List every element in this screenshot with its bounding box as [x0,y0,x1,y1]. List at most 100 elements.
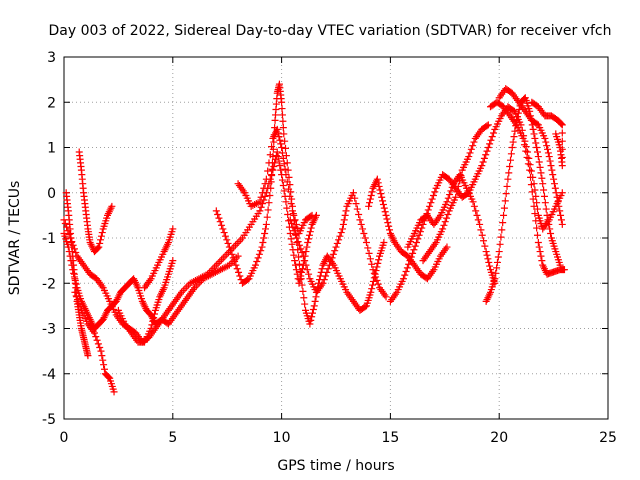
data-point [414,235,422,243]
data-point [288,207,296,215]
data-point [307,224,315,232]
data-point [467,145,475,153]
data-point [533,148,541,156]
data-point [522,147,530,155]
data-point [231,241,239,249]
data-point [495,248,503,256]
data-point [494,253,502,261]
data-point [360,229,368,237]
data-point [439,225,447,233]
data-point [335,236,343,244]
data-point [288,240,296,248]
data-point [295,241,303,249]
data-point [546,225,554,233]
data-point [558,129,566,137]
data-point [519,134,527,142]
data-point [415,231,423,239]
data-point [376,186,384,194]
data-point [493,264,501,272]
data-point [302,248,310,256]
data-point [380,239,388,247]
data-point [298,248,306,256]
data-point [476,220,484,228]
series-track-2 [60,229,242,332]
data-point [453,188,461,196]
data-point [276,162,284,170]
data-point [302,261,310,269]
data-point [284,166,292,174]
data-point [409,249,417,257]
data-point [513,113,521,121]
data-point [549,171,557,179]
data-point [368,260,376,268]
data-point [264,167,272,175]
data-point [278,98,286,106]
data-point [554,198,562,206]
data-point [373,175,381,183]
data-point [305,231,313,239]
data-point [504,175,512,183]
data-point [278,105,286,113]
data-point [375,256,383,264]
data-point [303,266,311,274]
data-point [403,264,411,272]
data-point [368,285,376,293]
data-point [457,172,465,180]
data-point [470,202,478,210]
data-point [374,179,382,187]
data-point [491,275,499,283]
data-point [286,229,294,237]
data-point [73,296,81,304]
data-point [219,254,227,262]
data-point [105,373,113,381]
data-point [349,189,357,197]
data-point [253,258,261,266]
data-point [339,225,347,233]
data-point [524,160,532,168]
data-point [505,169,513,177]
data-point [470,138,478,146]
data-point [306,228,314,236]
series-track-16 [486,98,568,278]
data-point [294,238,302,246]
data-point [361,234,369,242]
data-point [509,138,517,146]
data-point [183,283,191,291]
data-point [294,246,302,254]
data-point [342,207,350,215]
data-point [386,226,394,234]
data-point [292,230,300,238]
data-point [544,149,552,157]
data-point [539,180,547,188]
data-point [454,182,462,190]
data-point [550,180,558,188]
data-point [256,198,264,206]
data-point [366,199,374,207]
data-point [331,247,339,255]
x-tick-label: 20 [490,430,508,446]
data-point [530,202,538,210]
data-point [557,120,565,128]
data-point [551,184,559,192]
data-point [96,344,104,352]
data-point [560,266,568,274]
y-tick-label: -2 [42,276,56,292]
data-point [535,158,543,166]
data-point [530,130,538,138]
data-point [256,207,264,215]
data-point [268,165,276,173]
data-point [367,191,375,199]
data-point [500,204,508,212]
data-point [299,252,307,260]
data-point [469,142,477,150]
data-point [90,329,98,337]
y-tick-label: -4 [42,367,56,383]
y-tick-label: 2 [47,95,56,111]
data-point [546,157,554,165]
data-point [483,147,491,155]
data-point [277,140,285,148]
series-track-11 [365,175,451,283]
data-point [484,144,492,151]
data-point [273,148,281,156]
data-point [231,258,239,266]
